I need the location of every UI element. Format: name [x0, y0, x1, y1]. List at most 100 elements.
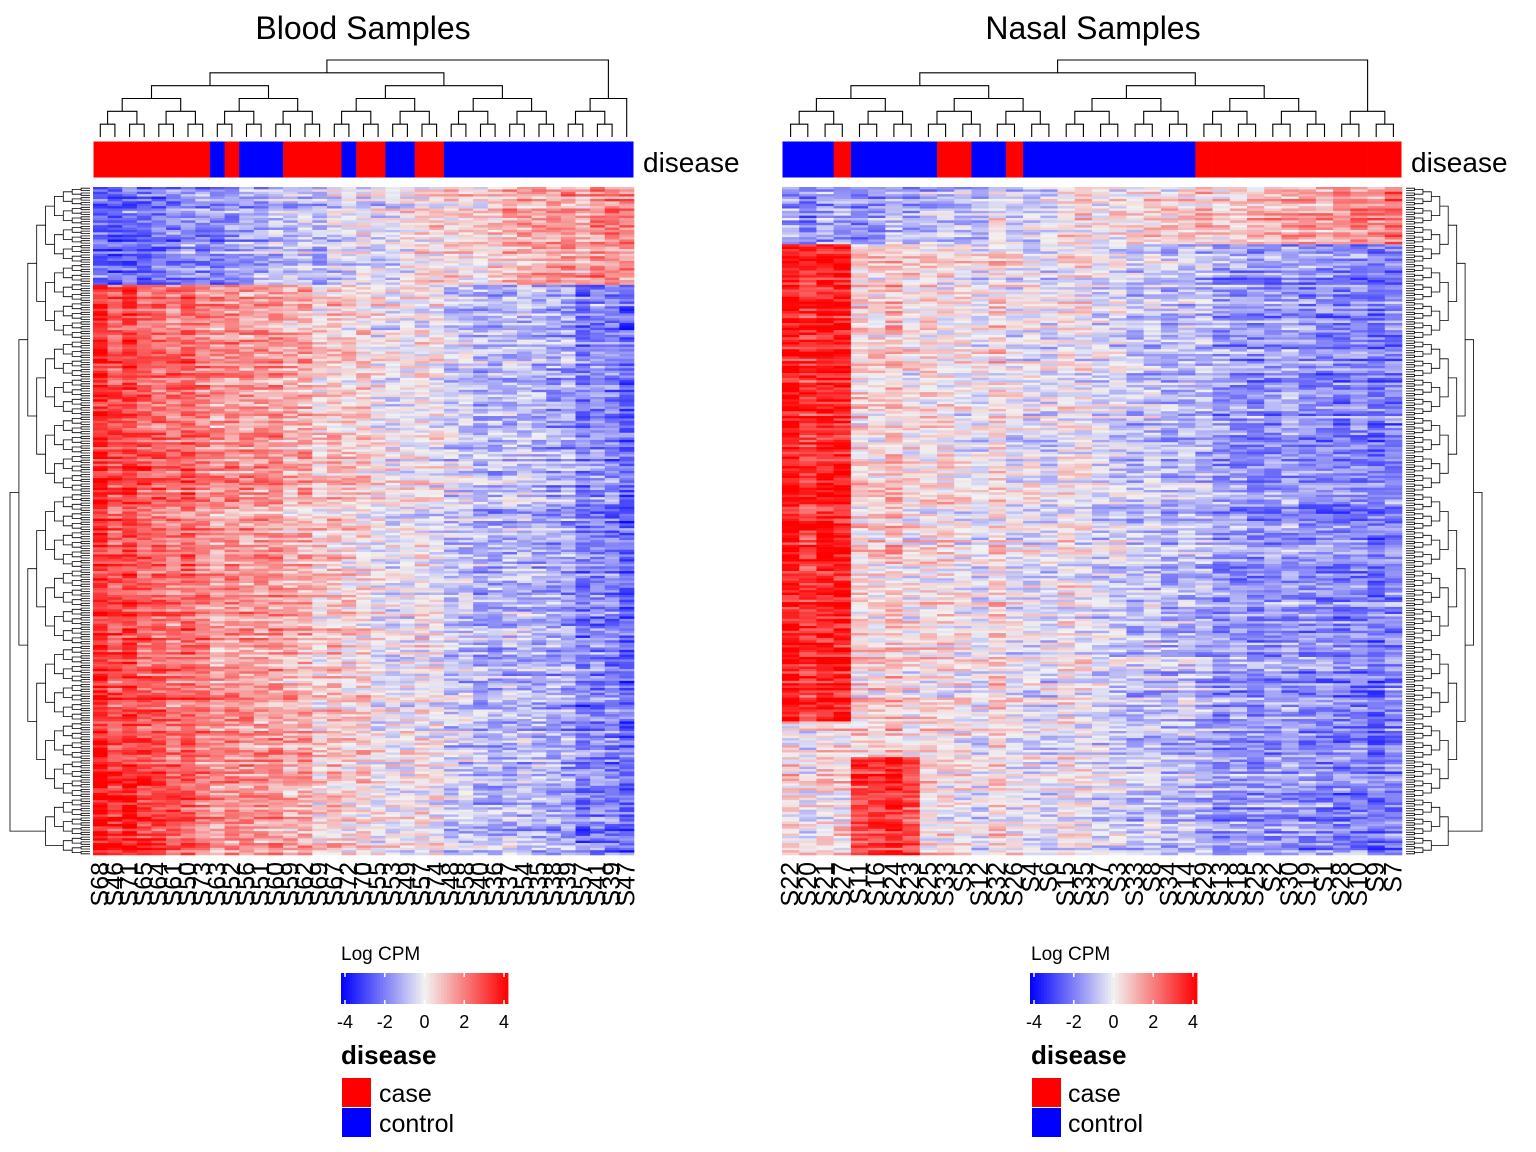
blood-heatmap-cell: [342, 251, 357, 254]
blood-heatmap-cell: [590, 321, 605, 324]
blood-heatmap-cell: [312, 189, 327, 192]
blood-heatmap-cell: [605, 478, 620, 481]
blood-heatmap-cell: [400, 268, 415, 271]
blood-heatmap-cell: [166, 285, 181, 288]
blood-heatmap-cell: [546, 325, 561, 328]
blood-heatmap-cell: [166, 220, 181, 223]
blood-heatmap-cell: [181, 268, 196, 271]
blood-heatmap-cell: [590, 364, 605, 367]
blood-heatmap-cell: [385, 311, 400, 314]
blood-heatmap-cell: [312, 313, 327, 316]
blood-heatmap-cell: [429, 244, 444, 247]
blood-heatmap-cell: [619, 189, 634, 192]
blood-heatmap-cell: [137, 273, 152, 276]
blood-heatmap-cell: [561, 225, 576, 228]
blood-heatmap-cell: [327, 321, 342, 324]
blood-heatmap-cell: [385, 390, 400, 393]
blood-heatmap-cell: [283, 373, 298, 376]
blood-row-dendrogram-branch: [72, 638, 81, 643]
blood-heatmap-cell: [459, 354, 474, 357]
blood-heatmap-cell: [532, 237, 547, 240]
blood-heatmap-cell: [108, 440, 123, 443]
blood-heatmap-cell: [488, 352, 503, 355]
blood-heatmap-cell: [181, 292, 196, 295]
blood-heatmap-cell: [561, 454, 576, 457]
blood-heatmap-cell: [444, 261, 459, 264]
blood-heatmap-cell: [385, 430, 400, 433]
blood-heatmap-cell: [195, 311, 210, 314]
blood-heatmap-cell: [210, 259, 225, 262]
blood-heatmap-cell: [605, 235, 620, 238]
blood-heatmap-cell: [517, 263, 532, 266]
blood-heatmap-cell: [93, 206, 108, 209]
blood-heatmap-cell: [459, 235, 474, 238]
blood-heatmap-cell: [473, 328, 488, 331]
blood-heatmap-cell: [312, 223, 327, 226]
blood-heatmap-cell: [254, 480, 269, 483]
blood-heatmap-cell: [605, 299, 620, 302]
blood-heatmap-cell: [546, 373, 561, 376]
blood-heatmap-cell: [605, 321, 620, 324]
blood-heatmap-cell: [488, 385, 503, 388]
blood-heatmap-cell: [459, 304, 474, 307]
blood-heatmap-cell: [210, 330, 225, 333]
blood-heatmap-cell: [502, 433, 517, 436]
blood-heatmap-cell: [546, 208, 561, 211]
blood-heatmap-cell: [605, 271, 620, 274]
blood-heatmap-cell: [151, 411, 166, 414]
blood-row-dendrogram-branch: [81, 341, 90, 343]
blood-heatmap-cell: [429, 416, 444, 419]
blood-heatmap-cell: [488, 380, 503, 383]
blood-heatmap-cell: [195, 251, 210, 254]
blood-heatmap-cell: [225, 447, 240, 450]
blood-heatmap-cell: [327, 464, 342, 467]
blood-heatmap-cell: [400, 223, 415, 226]
blood-heatmap-cell: [429, 371, 444, 374]
blood-heatmap-cell: [151, 197, 166, 200]
blood-heatmap-cell: [181, 469, 196, 472]
blood-heatmap-cell: [239, 414, 254, 417]
blood-heatmap-cell: [298, 340, 313, 343]
blood-heatmap-cell: [342, 464, 357, 467]
blood-heatmap-cell: [108, 302, 123, 305]
blood-heatmap-cell: [619, 285, 634, 288]
blood-heatmap-cell: [268, 335, 283, 338]
blood-heatmap-cell: [459, 430, 474, 433]
blood-heatmap-cell: [546, 440, 561, 443]
blood-heatmap-cell: [459, 302, 474, 305]
blood-heatmap-cell: [298, 433, 313, 436]
blood-heatmap-cell: [342, 282, 357, 285]
blood-heatmap-cell: [459, 449, 474, 452]
blood-heatmap-cell: [268, 373, 283, 376]
blood-heatmap-cell: [385, 438, 400, 441]
blood-heatmap-cell: [473, 471, 488, 474]
blood-heatmap-cell: [517, 449, 532, 452]
blood-heatmap-cell: [532, 280, 547, 283]
blood-heatmap-cell: [283, 366, 298, 369]
blood-heatmap-cell: [254, 335, 269, 338]
blood-heatmap-cell: [210, 242, 225, 245]
blood-heatmap-cell: [151, 409, 166, 412]
blood-heatmap-cell: [415, 204, 430, 207]
blood-heatmap-cell: [327, 461, 342, 464]
blood-heatmap-cell: [327, 354, 342, 357]
blood-heatmap-cell: [108, 318, 123, 321]
blood-heatmap-cell: [429, 433, 444, 436]
blood-heatmap-cell: [619, 292, 634, 295]
blood-heatmap-cell: [590, 256, 605, 259]
blood-heatmap-cell: [502, 187, 517, 190]
blood-heatmap-cell: [517, 430, 532, 433]
blood-heatmap-cell: [342, 383, 357, 386]
blood-heatmap-cell: [93, 435, 108, 438]
blood-heatmap-cell: [93, 251, 108, 254]
blood-heatmap-cell: [400, 194, 415, 197]
blood-heatmap-cell: [151, 457, 166, 460]
blood-heatmap-cell: [312, 385, 327, 388]
blood-heatmap-cell: [502, 337, 517, 340]
blood-heatmap-cell: [356, 409, 371, 412]
blood-heatmap-cell: [122, 371, 137, 374]
blood-heatmap-cell: [605, 254, 620, 257]
blood-heatmap-cell: [590, 483, 605, 486]
blood-heatmap-cell: [122, 194, 137, 197]
blood-heatmap-cell: [298, 268, 313, 271]
